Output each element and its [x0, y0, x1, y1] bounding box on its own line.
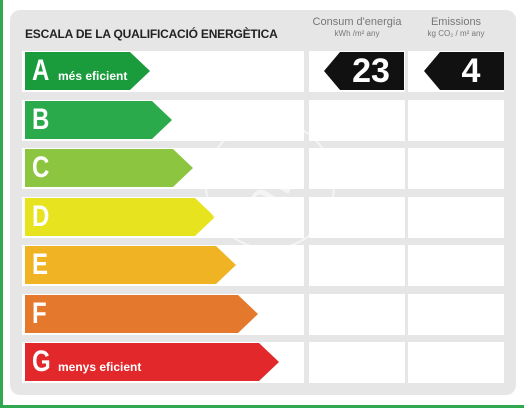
rating-letter: B: [32, 103, 50, 136]
rating-arrow-c: C: [25, 149, 193, 187]
rating-caption: més eficient: [58, 69, 128, 83]
rating-arrow-b: B: [25, 101, 172, 139]
emissions-cell: [408, 294, 504, 335]
rating-letter: A: [32, 54, 50, 87]
rating-caption: menys eficient: [58, 360, 142, 374]
rating-letter: D: [32, 200, 50, 233]
emissions-column-unit: kg CO₂ / m² any: [427, 29, 485, 39]
emissions-cell: [408, 148, 504, 189]
energy-cell: [309, 245, 405, 286]
rating-arrow-e: E: [25, 246, 236, 284]
rating-arrow-d: D: [25, 198, 215, 236]
energy-cell: [309, 100, 405, 141]
energy-column-header: Consum d'energia kWh /m² any: [309, 16, 405, 39]
energy-column-label: Consum d'energia: [312, 16, 402, 28]
energy-value: 23: [352, 51, 390, 90]
energy-cell: [309, 148, 405, 189]
rating-letter: F: [32, 297, 47, 330]
energy-cell: [309, 342, 405, 383]
energy-cell: [309, 294, 405, 335]
emissions-cell: [408, 245, 504, 286]
emissions-cell: [408, 100, 504, 141]
emissions-cell: [408, 197, 504, 238]
energy-column-unit: kWh /m² any: [334, 29, 380, 39]
emissions-column-label: Emissions: [430, 16, 482, 28]
rating-letter: G: [32, 345, 51, 378]
rating-arrow-f: F: [25, 295, 258, 333]
scale-title: ESCALA DE LA QUALIFICACIÓ ENERGÈTICA: [25, 27, 278, 41]
emissions-value-badge: 4: [424, 52, 504, 90]
energy-value-badge: 23: [324, 52, 404, 90]
emissions-cell: [408, 342, 504, 383]
energy-cell: [309, 197, 405, 238]
emissions-column-header: Emissions kg CO₂ / m² any: [408, 16, 504, 39]
rating-letter: E: [32, 248, 49, 281]
rating-letter: C: [32, 151, 50, 184]
emissions-value: 4: [461, 51, 481, 90]
